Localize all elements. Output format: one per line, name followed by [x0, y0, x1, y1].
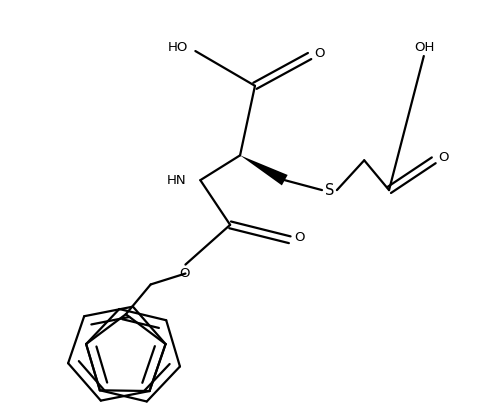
Text: S: S	[325, 183, 334, 197]
Text: O: O	[438, 151, 449, 164]
Polygon shape	[240, 155, 288, 185]
Text: HO: HO	[168, 40, 188, 53]
Text: O: O	[179, 267, 190, 280]
Text: O: O	[294, 231, 305, 244]
Text: OH: OH	[414, 40, 435, 53]
Text: HN: HN	[167, 174, 186, 187]
Text: O: O	[314, 47, 325, 60]
